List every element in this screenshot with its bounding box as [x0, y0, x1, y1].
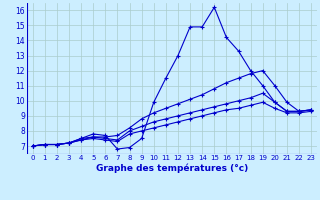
X-axis label: Graphe des températures (°c): Graphe des températures (°c) [96, 164, 248, 173]
